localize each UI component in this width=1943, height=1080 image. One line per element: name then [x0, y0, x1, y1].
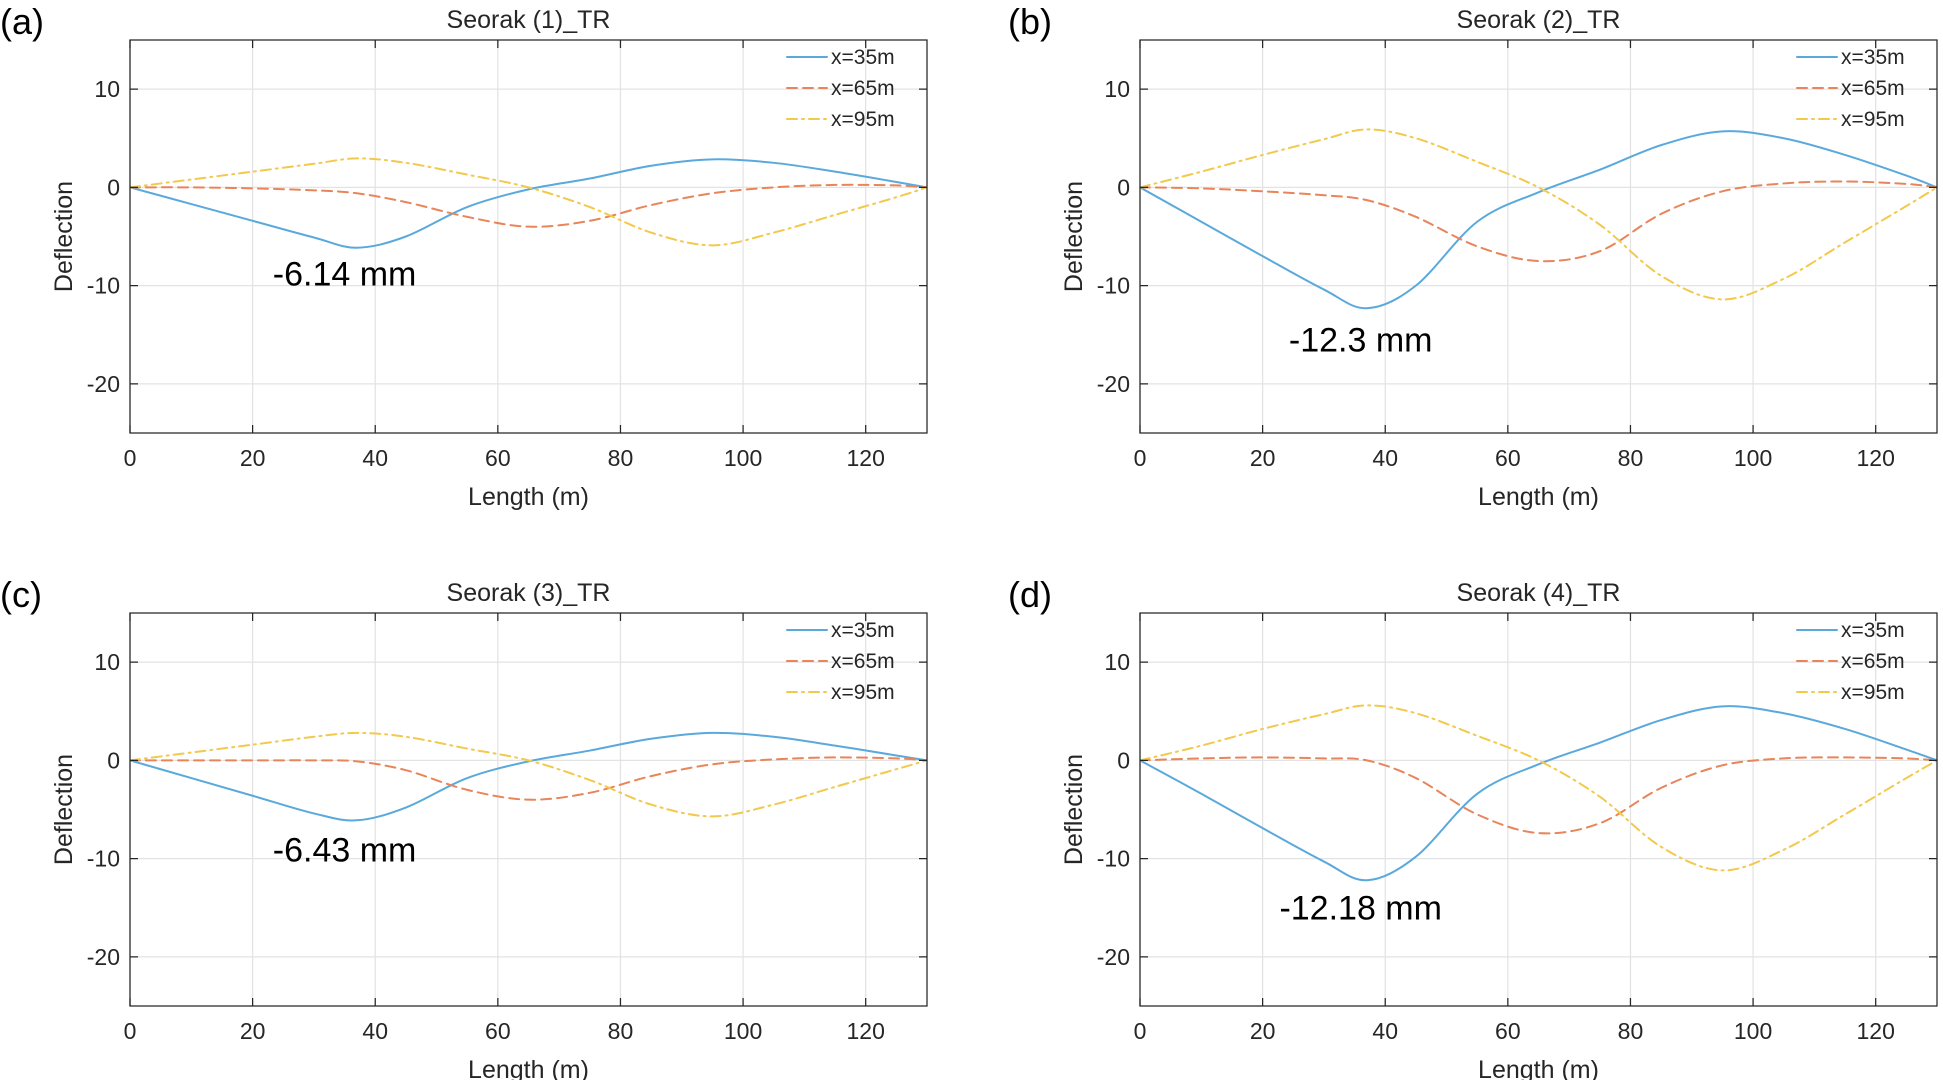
legend-label: x=65m — [831, 77, 895, 100]
series-line — [1140, 128, 1937, 301]
x-tick-label: 100 — [1734, 445, 1772, 471]
x-tick-label: 0 — [1134, 1018, 1147, 1044]
chart-title: Seorak (3)_TR — [447, 579, 611, 607]
y-axis-title: Deflection — [50, 181, 78, 292]
panel-tag: (c) — [0, 574, 42, 615]
series-line — [130, 183, 927, 228]
y-axis-title: Deflection — [1060, 754, 1088, 865]
x-tick-label: 120 — [847, 1018, 885, 1044]
x-tick-label: 120 — [1857, 1018, 1895, 1044]
y-tick-label: -20 — [87, 371, 120, 397]
series-line — [1140, 130, 1937, 310]
x-axis-title: Length (m) — [468, 1056, 589, 1080]
x-tick-label: 80 — [608, 1018, 634, 1044]
y-tick-label: 10 — [1104, 76, 1130, 102]
chart-title: Seorak (1)_TR — [447, 6, 611, 34]
y-tick-label: -10 — [1097, 846, 1130, 872]
y-tick-label: -10 — [87, 846, 120, 872]
x-tick-label: 60 — [485, 1018, 511, 1044]
x-tick-label: 20 — [1250, 1018, 1276, 1044]
legend-label: x=65m — [1841, 77, 1905, 100]
series-line — [1140, 180, 1937, 263]
x-tick-label: 120 — [1857, 445, 1895, 471]
y-tick-label: -20 — [87, 944, 120, 970]
series-line — [1140, 705, 1937, 882]
chart-title: Seorak (2)_TR — [1457, 6, 1621, 34]
x-tick-label: 100 — [724, 1018, 762, 1044]
axis-box — [1139, 39, 1938, 434]
x-tick-label: 20 — [1250, 445, 1276, 471]
y-tick-label: 0 — [107, 747, 120, 773]
y-axis-title: Deflection — [50, 754, 78, 865]
y-tick-label: -20 — [1097, 371, 1130, 397]
y-tick-label: -20 — [1097, 944, 1130, 970]
x-tick-label: 100 — [724, 445, 762, 471]
legend-label: x=35m — [831, 46, 895, 69]
y-tick-label: 10 — [94, 649, 120, 675]
legend-label: x=35m — [1841, 46, 1905, 69]
x-tick-label: 60 — [1495, 1018, 1521, 1044]
legend-label: x=95m — [831, 108, 895, 131]
x-axis-title: Length (m) — [1478, 1056, 1599, 1080]
series-line — [130, 158, 927, 249]
x-tick-label: 40 — [1372, 445, 1398, 471]
y-tick-label: 0 — [1117, 174, 1130, 200]
series-line — [130, 731, 927, 822]
y-axis-title: Deflection — [1060, 181, 1088, 292]
panel-tag: (b) — [1008, 1, 1052, 42]
chart-title: Seorak (4)_TR — [1457, 579, 1621, 607]
y-tick-label: 10 — [94, 76, 120, 102]
series-line — [1140, 756, 1937, 835]
axis-box — [1139, 612, 1938, 1007]
legend-label: x=95m — [1841, 681, 1905, 704]
x-tick-label: 100 — [1734, 1018, 1772, 1044]
y-tick-label: 0 — [1117, 747, 1130, 773]
x-tick-label: 60 — [1495, 445, 1521, 471]
legend-label: x=65m — [1841, 650, 1905, 673]
series-line — [1140, 704, 1937, 872]
x-tick-label: 80 — [1618, 445, 1644, 471]
x-tick-label: 40 — [362, 1018, 388, 1044]
y-tick-label: -10 — [1097, 273, 1130, 299]
x-tick-label: 0 — [124, 1018, 137, 1044]
x-tick-label: 20 — [240, 445, 266, 471]
y-tick-label: -10 — [87, 273, 120, 299]
legend-label: x=95m — [831, 681, 895, 704]
x-axis-title: Length (m) — [468, 483, 589, 511]
y-tick-label: 0 — [107, 174, 120, 200]
peak-annotation: -6.14 mm — [273, 256, 417, 294]
x-tick-label: 0 — [1134, 445, 1147, 471]
x-tick-label: 60 — [485, 445, 511, 471]
series-line — [130, 157, 927, 247]
peak-annotation: -12.3 mm — [1289, 321, 1433, 359]
legend-label: x=35m — [831, 619, 895, 642]
axis-box — [129, 39, 928, 434]
x-tick-label: 80 — [1618, 1018, 1644, 1044]
x-tick-label: 40 — [362, 445, 388, 471]
x-tick-label: 20 — [240, 1018, 266, 1044]
legend-label: x=65m — [831, 650, 895, 673]
axis-box — [129, 612, 928, 1007]
y-tick-label: 10 — [1104, 649, 1130, 675]
series-line — [130, 731, 927, 818]
x-tick-label: 40 — [1372, 1018, 1398, 1044]
peak-annotation: -12.18 mm — [1279, 890, 1442, 928]
series-line — [130, 756, 927, 801]
panel-tag: (a) — [0, 1, 44, 42]
legend-label: x=95m — [1841, 108, 1905, 131]
x-tick-label: 120 — [847, 445, 885, 471]
x-tick-label: 0 — [124, 445, 137, 471]
peak-annotation: -6.43 mm — [273, 832, 417, 870]
panel-tag: (d) — [1008, 574, 1052, 615]
legend-label: x=35m — [1841, 619, 1905, 642]
x-axis-title: Length (m) — [1478, 483, 1599, 511]
x-tick-label: 80 — [608, 445, 634, 471]
